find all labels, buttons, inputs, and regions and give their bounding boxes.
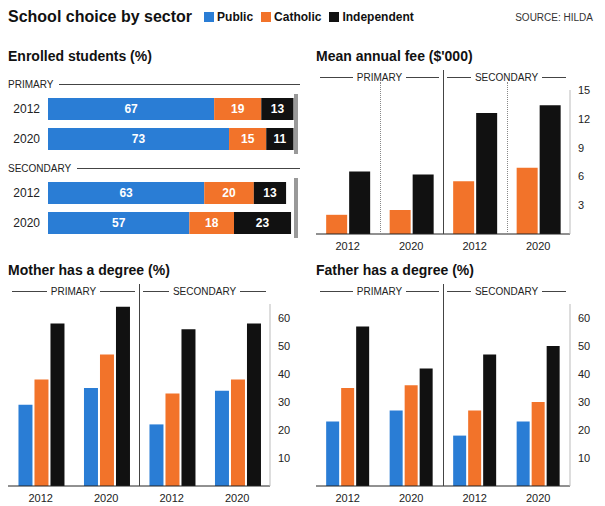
svg-text:60: 60 (278, 312, 290, 324)
svg-text:10: 10 (578, 452, 590, 464)
html-text:Catholic: Catholic (274, 10, 322, 24)
svg-text:15: 15 (578, 84, 590, 96)
svg-text:20: 20 (222, 186, 236, 200)
svg-text:57: 57 (112, 216, 126, 230)
svg-text:2020: 2020 (399, 492, 423, 504)
svg-text:30: 30 (278, 396, 290, 408)
html-text:Father has a degree (%): Father has a degree (%) (316, 262, 474, 278)
svg-text:2012: 2012 (336, 492, 360, 504)
html-text:Enrolled students (%): Enrolled students (%) (8, 48, 152, 64)
svg-text:2020: 2020 (225, 492, 249, 504)
svg-text:3: 3 (578, 199, 584, 211)
html-text:PRIMARY: PRIMARY (50, 286, 97, 297)
svg-text:2012: 2012 (29, 492, 53, 504)
svg-text:60: 60 (578, 312, 590, 324)
svg-text:19: 19 (231, 102, 245, 116)
svg-text:11: 11 (274, 132, 287, 146)
html-text:Public: Public (217, 10, 254, 24)
svg-text:2020: 2020 (526, 492, 550, 504)
html-text:SECONDARY: SECONDARY (172, 286, 237, 297)
html-text:PRIMARY: PRIMARY (356, 72, 403, 83)
html-text:PRIMARY: PRIMARY (356, 286, 403, 297)
html-text:Mother has a degree (%): Mother has a degree (%) (8, 262, 170, 278)
html-text:Mean annual fee ($'000): Mean annual fee ($'000) (316, 48, 473, 64)
svg-text:40: 40 (578, 368, 590, 380)
svg-text:2020: 2020 (399, 240, 423, 252)
svg-text:2012: 2012 (463, 240, 487, 252)
svg-text:20: 20 (278, 424, 290, 436)
svg-text:13: 13 (271, 102, 285, 116)
svg-text:2020: 2020 (13, 216, 40, 230)
svg-text:20: 20 (578, 424, 590, 436)
svg-text:2020: 2020 (94, 492, 118, 504)
svg-text:12: 12 (578, 113, 590, 125)
svg-text:15: 15 (241, 132, 255, 146)
svg-text:6: 6 (578, 170, 584, 182)
svg-text:73: 73 (132, 132, 146, 146)
html-text:SECONDARY: SECONDARY (474, 72, 539, 83)
svg-text:2012: 2012 (336, 240, 360, 252)
svg-text:2020: 2020 (13, 132, 40, 146)
svg-text:23: 23 (256, 216, 270, 230)
svg-text:13: 13 (263, 186, 277, 200)
html-text:PRIMARY: PRIMARY (8, 78, 54, 90)
html-text:Independent: Independent (342, 10, 414, 24)
svg-text:67: 67 (124, 102, 138, 116)
html-text:SOURCE: HILDA: SOURCE: HILDA (515, 12, 593, 23)
svg-text:2012: 2012 (13, 186, 40, 200)
svg-text:40: 40 (278, 368, 290, 380)
html-text:School choice by sector: School choice by sector (8, 8, 193, 25)
svg-text:63: 63 (119, 186, 133, 200)
svg-text:10: 10 (278, 452, 290, 464)
svg-text:50: 50 (278, 340, 290, 352)
svg-text:2020: 2020 (526, 240, 550, 252)
svg-text:30: 30 (578, 396, 590, 408)
svg-text:2012: 2012 (463, 492, 487, 504)
svg-text:9: 9 (578, 142, 584, 154)
svg-text:18: 18 (205, 216, 219, 230)
svg-text:2012: 2012 (160, 492, 184, 504)
html-text:SECONDARY: SECONDARY (8, 162, 72, 174)
html-text:SECONDARY: SECONDARY (474, 286, 539, 297)
svg-text:2012: 2012 (13, 102, 40, 116)
svg-text:50: 50 (578, 340, 590, 352)
